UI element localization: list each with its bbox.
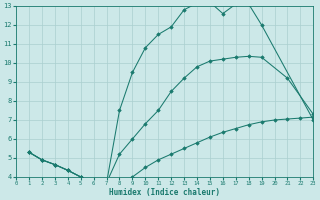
X-axis label: Humidex (Indice chaleur): Humidex (Indice chaleur) xyxy=(109,188,220,197)
